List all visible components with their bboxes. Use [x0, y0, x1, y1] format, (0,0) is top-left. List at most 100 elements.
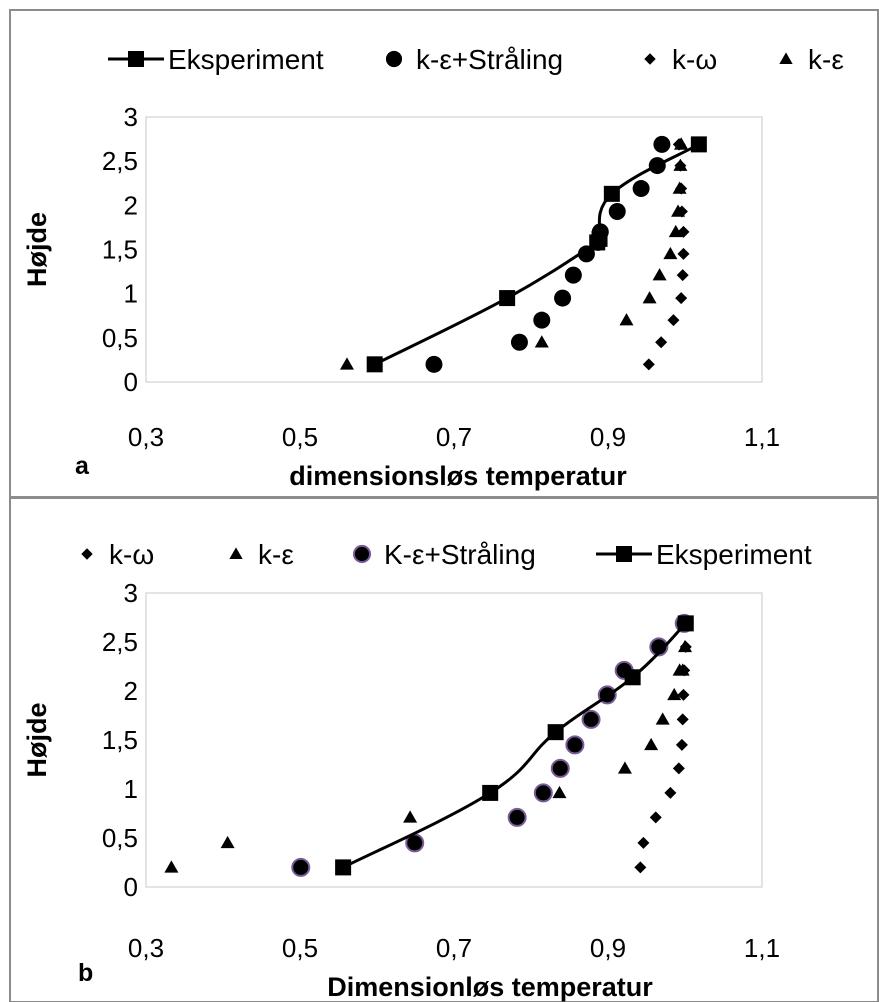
- x-axis-label: dimensionsløs temperatur: [289, 461, 627, 491]
- series-k-point: [642, 291, 657, 304]
- series-k-str-ling: [291, 613, 694, 877]
- series-k-point: [674, 137, 689, 150]
- series-k-point: [534, 335, 549, 348]
- plot-area: [145, 116, 763, 383]
- y-tick-label: 1,5: [102, 725, 138, 755]
- series-k-point: [644, 737, 659, 751]
- series-k-str-ling-point: [510, 333, 528, 351]
- series-k-point: [673, 158, 688, 171]
- legend-marker: [616, 546, 632, 562]
- x-tick-label: 0,3: [128, 933, 164, 963]
- legend-label: Eksperiment: [656, 539, 812, 570]
- y-tick-label: 0,5: [102, 323, 138, 353]
- series-k-point: [672, 181, 687, 194]
- series-eksperiment-point: [677, 615, 694, 632]
- chart-b-frame: [9, 497, 879, 1002]
- series-k-point: [642, 358, 655, 371]
- legend-marker: [352, 544, 372, 564]
- series-eksperiment-point: [603, 185, 620, 202]
- series-k-point: [552, 785, 567, 799]
- legend-marker: [81, 548, 93, 560]
- series-k-str-ling-point: [565, 735, 585, 755]
- y-tick-label: 2: [124, 676, 138, 706]
- chart-a-svg: 0 0,5 1 1,5 2 2,5 3 0,3 0,5 0,7 0,9 1,1 dimensionslø…: [9, 9, 879, 497]
- series-k-point: [649, 811, 662, 824]
- series-k-point: [668, 224, 683, 238]
- chart-panel-b: 0 0,5 1 1,5 2 2,5 3 0,3 0,5 0,7 0,9 1,1 Dimensionløs…: [0, 497, 879, 1002]
- series-eksperiment-point: [335, 859, 352, 876]
- y-tick-label: 3: [124, 102, 138, 132]
- x-tick-label: 0,3: [128, 422, 164, 452]
- y-tick-label: 0: [124, 367, 138, 397]
- series-k-point: [619, 313, 634, 326]
- y-tick-label: 1: [124, 774, 138, 804]
- series-k-str-ling-point: [581, 709, 601, 729]
- series-k-point: [678, 639, 692, 653]
- chart-panel-a: 0 0,5 1 1,5 2 2,5 3 0,3 0,5 0,7 0,9 1,1 dimensionslø…: [0, 0, 879, 497]
- series-k-point: [663, 246, 678, 260]
- series-k-point: [667, 687, 682, 701]
- series-k-point: [652, 268, 667, 281]
- series-k-str-ling-point: [425, 355, 443, 373]
- series-eksperiment-point: [482, 784, 499, 801]
- series-k-point: [676, 713, 689, 726]
- series-k-point: [634, 861, 647, 874]
- series-eksperiment-point: [366, 356, 383, 373]
- panel-label: a: [75, 452, 90, 480]
- series-k-str-ling-point: [608, 203, 626, 221]
- series-k-str-ling: [425, 135, 671, 373]
- legend-marker: [128, 51, 144, 67]
- legend-marker: [385, 50, 403, 68]
- series-k-point: [655, 336, 668, 349]
- panel-label: b: [78, 959, 93, 987]
- y-tick-label: 2,5: [102, 146, 138, 176]
- plot-area: [145, 592, 763, 888]
- series-k-point: [677, 688, 690, 701]
- series-k-point: [675, 292, 688, 305]
- series-k-point: [676, 269, 689, 282]
- series-k-str-ling-point: [533, 783, 553, 803]
- x-tick-label: 0,9: [590, 933, 626, 963]
- series-k-str-ling-point: [577, 245, 595, 263]
- series-k-point: [403, 810, 418, 823]
- y-tick-label: 0,5: [102, 823, 138, 853]
- series-k-str-ling-point: [591, 223, 609, 241]
- x-tick-label: 0,9: [590, 422, 626, 452]
- y-tick-label: 1,5: [102, 235, 138, 265]
- y-axis-label: Højde: [22, 212, 52, 287]
- y-tick-label: 3: [124, 578, 138, 608]
- x-tick-label: 1,1: [744, 933, 780, 963]
- series-k-str-ling-point: [291, 857, 311, 877]
- y-tick-label: 2: [124, 190, 138, 220]
- legend-label: k-ε: [258, 539, 294, 570]
- series-k-point: [667, 314, 680, 327]
- x-tick-label: 0,7: [436, 422, 472, 452]
- x-axis-label: Dimensionløs temperatur: [327, 972, 653, 1002]
- series-k: [339, 137, 689, 370]
- legend-label: K-ε+Stråling: [384, 539, 536, 570]
- legend-label: k-ε+Stråling: [416, 44, 563, 75]
- series-k-point: [675, 738, 688, 751]
- series-k-point: [164, 860, 179, 873]
- series-k-point: [671, 204, 686, 217]
- legend-marker: [779, 52, 793, 64]
- series-eksperiment-point: [624, 669, 641, 686]
- x-tick-label: 0,5: [282, 422, 318, 452]
- legend-label: k-ε: [808, 44, 844, 75]
- legend-marker: [229, 547, 243, 559]
- series-k-str-ling-point: [550, 758, 570, 778]
- x-tick-label: 0,5: [282, 933, 318, 963]
- series-k-point: [617, 761, 632, 774]
- series-eksperiment: [335, 615, 694, 876]
- series-eksperiment-point: [499, 290, 516, 307]
- y-tick-label: 2,5: [102, 627, 138, 657]
- legend-marker: [644, 53, 656, 65]
- series-eksperiment-point: [690, 136, 707, 153]
- series-k-str-ling-point: [533, 311, 551, 329]
- series-k-point: [637, 836, 650, 849]
- y-tick-label: 1: [124, 279, 138, 309]
- series-k-point: [664, 786, 677, 799]
- legend-label: k-ω: [672, 44, 717, 75]
- series-k-point: [677, 247, 690, 260]
